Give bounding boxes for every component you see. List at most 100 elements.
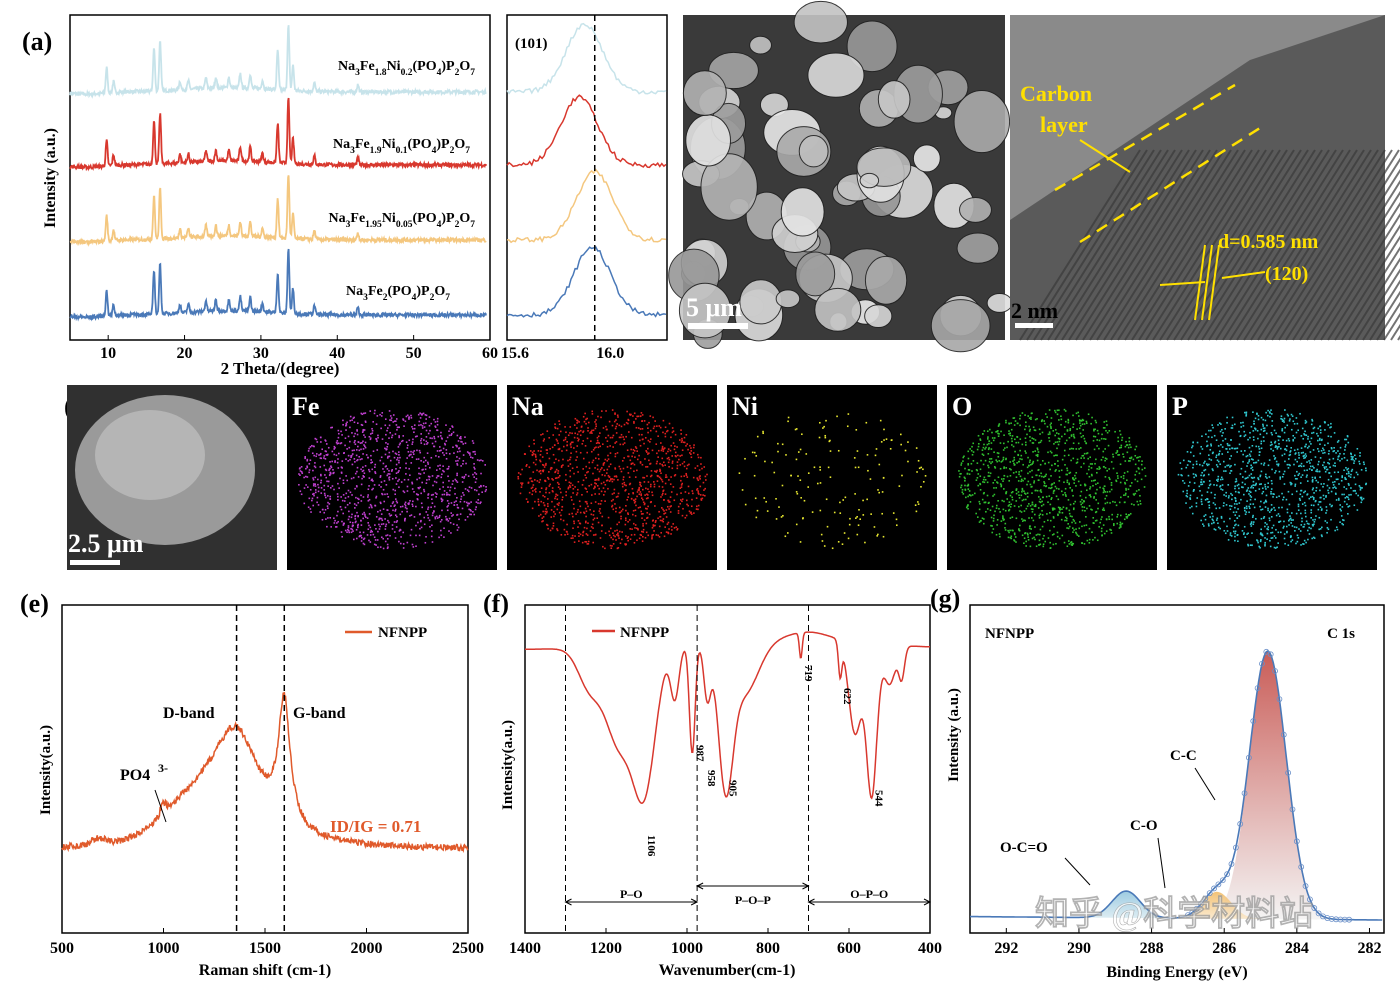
- eds-dot: [907, 460, 909, 463]
- eds-dot: [1143, 486, 1146, 488]
- eds-dot: [1339, 446, 1342, 449]
- eds-dot: [636, 458, 639, 461]
- eds-dot: [676, 464, 679, 467]
- eds-dot: [1241, 481, 1244, 484]
- eds-dot: [1002, 515, 1004, 517]
- eds-dot: [548, 436, 551, 439]
- eds-dot: [1247, 487, 1250, 489]
- eds-dot: [1335, 493, 1337, 495]
- eds-dot: [1344, 497, 1347, 499]
- eds-dot: [399, 456, 401, 459]
- eds-dot: [1300, 452, 1303, 454]
- eds-dot: [379, 546, 382, 548]
- eds-dot: [1260, 528, 1262, 531]
- eds-dot: [417, 521, 419, 524]
- eds-dot: [446, 509, 449, 512]
- eds-dot: [670, 476, 672, 478]
- eds-dot: [445, 494, 448, 496]
- eds-dot: [638, 537, 641, 540]
- eds-dot: [1270, 488, 1273, 490]
- eds-dot: [1067, 499, 1070, 501]
- eds-dot: [409, 474, 411, 477]
- eds-dot: [1055, 487, 1058, 490]
- eds-dot: [634, 446, 637, 448]
- eds-dot: [1235, 480, 1238, 482]
- eds-dot: [1316, 470, 1319, 473]
- eds-dot: [1085, 420, 1088, 423]
- eds-dot: [551, 500, 553, 503]
- eds-dot: [439, 520, 442, 523]
- eds-dot: [540, 446, 543, 449]
- ftir-region-label: P–O–P: [735, 893, 771, 907]
- eds-dot: [420, 526, 423, 529]
- eds-dot: [551, 478, 553, 480]
- eds-dot: [1004, 509, 1007, 512]
- eds-dot: [531, 480, 534, 483]
- eds-dot: [1049, 529, 1051, 532]
- eds-dot: [1082, 429, 1084, 431]
- eds-dot: [1361, 487, 1363, 489]
- sem-particle: [739, 279, 783, 325]
- eds-dot: [1250, 467, 1252, 470]
- eds-dot: [1329, 426, 1331, 429]
- eds-dot: [549, 529, 552, 532]
- eds-dot: [1270, 532, 1272, 534]
- eds-dot: [794, 428, 797, 431]
- eds-dot: [972, 451, 975, 453]
- eds-dot: [1272, 449, 1275, 452]
- eds-dot: [1354, 489, 1356, 492]
- eds-dot: [1067, 527, 1070, 530]
- eds-dot: [1286, 531, 1288, 534]
- eds-dot: [1102, 450, 1105, 453]
- eds-dot: [1307, 438, 1309, 440]
- eds-dot: [365, 516, 367, 519]
- ftir-x-tick-label: 600: [837, 940, 861, 957]
- eds-dot: [323, 457, 325, 459]
- eds-dot: [1319, 431, 1322, 434]
- eds-dot: [1256, 539, 1258, 541]
- eds-dot: [1034, 505, 1037, 508]
- eds-dot: [1236, 517, 1239, 520]
- tem-lattice-fringe: [1089, 149, 1211, 341]
- eds-dot: [637, 506, 640, 509]
- xrd-series-3: [69, 248, 487, 322]
- eds-dot: [879, 419, 882, 422]
- eds-dot: [1279, 476, 1282, 479]
- eds-dot: [1056, 447, 1058, 450]
- eds-dot: [1041, 431, 1044, 434]
- eds-dot: [662, 518, 665, 520]
- eds-dot: [456, 496, 458, 499]
- eds-dot: [520, 482, 522, 484]
- eds-dot: [1323, 461, 1325, 464]
- eds-dot: [1017, 480, 1020, 482]
- eds-dot: [1244, 509, 1246, 512]
- eds-dot: [1317, 508, 1320, 511]
- eds-dot: [692, 446, 695, 449]
- tem-lattice-fringe: [1124, 149, 1246, 341]
- eds-dot: [1114, 501, 1116, 504]
- xps-component-c-c: [970, 651, 1384, 920]
- eds-dot: [570, 441, 573, 444]
- eds-dot: [1245, 411, 1248, 414]
- eds-dot: [1067, 454, 1070, 457]
- eds-dot: [1002, 442, 1005, 445]
- eds-dot: [1018, 460, 1021, 463]
- eds-dot: [1055, 495, 1058, 498]
- eds-dot: [363, 472, 366, 475]
- eds-dot: [1313, 467, 1315, 469]
- eds-dot: [378, 484, 380, 486]
- eds-dot: [544, 510, 547, 513]
- eds-dot: [1299, 530, 1302, 532]
- eds-dot: [1115, 452, 1117, 454]
- eds-dot: [1011, 516, 1014, 518]
- eds-dot: [608, 534, 611, 537]
- eds-dot: [474, 450, 476, 453]
- eds-dot: [658, 485, 661, 488]
- eds-dot: [968, 490, 971, 492]
- eds-dot: [568, 484, 571, 487]
- eds-dot: [375, 437, 377, 440]
- eds-dot: [436, 469, 438, 471]
- eds-dot: [552, 525, 555, 527]
- eds-dot: [995, 459, 998, 461]
- eds-dot: [1086, 507, 1088, 510]
